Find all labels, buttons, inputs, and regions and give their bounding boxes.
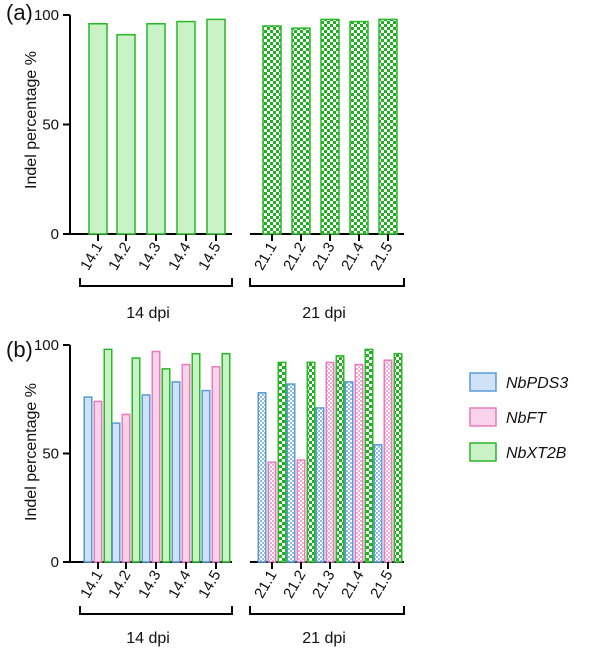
bar-nbxt2b-21.3: [335, 355, 345, 563]
bar-nbxt2b-14.2: [131, 357, 141, 563]
group-bracket: [79, 278, 233, 287]
bar-indel-14.3: [146, 23, 166, 235]
bar-nbxt2b-21.4: [364, 348, 374, 563]
bar-nbft-21.4: [354, 363, 364, 563]
x-tick-label: 14.5: [195, 240, 224, 274]
legend: NbPDS3 NbFT NbXT2B: [469, 372, 568, 462]
bar-nbft-14.1: [93, 400, 103, 563]
bar-nbxt2b-14.4: [191, 352, 201, 563]
x-tick-label: 14.4: [165, 568, 194, 602]
x-tick-label: 21.5: [367, 240, 396, 274]
x-tick-label: 21.1: [251, 568, 280, 602]
y-tick-label: 50: [42, 117, 59, 134]
bar-nbpds3-14.5: [201, 389, 211, 563]
x-tick-label: 14.3: [135, 240, 164, 274]
bar-indel-21.3: [320, 18, 340, 235]
bar-nbxt2b-21.5: [393, 352, 403, 563]
bar-nbft-21.3: [325, 361, 335, 563]
legend-label-nbxt2b: NbXT2B: [506, 445, 567, 462]
x-tick-label: 14.2: [105, 240, 134, 274]
bar-indel-21.1: [262, 25, 282, 235]
x-tick-label: 21.1: [251, 240, 280, 274]
legend-swatch-nbxt2b: [469, 442, 497, 462]
group-bracket: [249, 278, 405, 287]
bar-nbpds3-21.3: [315, 407, 325, 563]
bar-nbpds3-21.1: [257, 391, 267, 563]
x-tick-label: 21.4: [338, 240, 367, 274]
group-bracket: [79, 606, 233, 615]
y-tick-label: 0: [51, 226, 59, 243]
bar-nbxt2b-21.2: [306, 361, 316, 563]
bar-nbxt2b-14.3: [161, 368, 171, 563]
y-tick-label: 0: [51, 554, 59, 571]
y-tick-label: 100: [34, 337, 59, 354]
bar-nbpds3-14.2: [111, 422, 121, 563]
x-tick-label: 21.5: [367, 568, 396, 602]
panel-a-label: (a): [6, 0, 33, 25]
panel-b-ylabel: Indel percentage %: [23, 383, 40, 521]
x-tick-label: 21.4: [338, 568, 367, 602]
y-tick-label: 50: [42, 446, 59, 463]
group-bracket: [249, 606, 405, 615]
bar-nbpds3-14.1: [83, 396, 93, 563]
x-tick-label: 14.3: [135, 568, 164, 602]
panel-b-label: (b): [6, 337, 33, 362]
bar-nbft-14.5: [211, 365, 221, 563]
bar-nbft-21.5: [383, 359, 393, 563]
x-tick-label: 14.5: [195, 568, 224, 602]
y-tick-label: 100: [34, 7, 59, 24]
legend-label-nbft: NbFT: [506, 410, 547, 427]
bar-nbxt2b-21.1: [277, 361, 287, 563]
bar-indel-14.2: [116, 33, 136, 235]
bar-indel-14.1: [88, 23, 108, 235]
bar-nbft-21.1: [267, 461, 277, 563]
bar-nbpds3-14.4: [171, 381, 181, 563]
legend-swatch-nbpds3: [469, 372, 497, 392]
x-tick-label: 21.2: [280, 568, 309, 602]
x-tick-label: 14.4: [165, 240, 194, 274]
x-tick-label: 21.3: [309, 568, 338, 602]
bar-indel-14.4: [176, 20, 196, 235]
bar-indel-21.5: [378, 18, 398, 235]
panel-b-group-label-14dpi: 14 dpi: [126, 630, 170, 647]
bar-indel-21.4: [349, 20, 369, 235]
bar-nbft-21.2: [296, 459, 306, 563]
bar-nbpds3-21.2: [286, 383, 296, 563]
x-tick-label: 14.1: [77, 240, 106, 274]
bar-nbft-14.2: [121, 413, 131, 563]
panel-a-group-label-21dpi: 21 dpi: [302, 305, 346, 322]
bar-nbpds3-14.3: [141, 394, 151, 563]
bar-indel-14.5: [206, 18, 226, 235]
legend-label-nbpds3: NbPDS3: [506, 375, 568, 392]
panel-a-group-label-14dpi: 14 dpi: [126, 305, 170, 322]
x-tick-label: 14.2: [105, 568, 134, 602]
legend-swatch-nbft: [469, 407, 497, 427]
x-tick-label: 21.2: [280, 240, 309, 274]
x-tick-label: 14.1: [77, 568, 106, 602]
bar-nbxt2b-14.1: [103, 348, 113, 563]
panel-a-ylabel: Indel percentage %: [23, 51, 40, 189]
panel-b-group-label-21dpi: 21 dpi: [302, 630, 346, 647]
bar-nbpds3-21.4: [344, 381, 354, 563]
bar-nbxt2b-14.5: [221, 352, 231, 563]
bar-nbpds3-21.5: [373, 444, 383, 563]
bar-nbft-14.4: [181, 363, 191, 563]
bar-indel-21.2: [291, 27, 311, 235]
x-tick-label: 21.3: [309, 240, 338, 274]
bar-nbft-14.3: [151, 350, 161, 563]
